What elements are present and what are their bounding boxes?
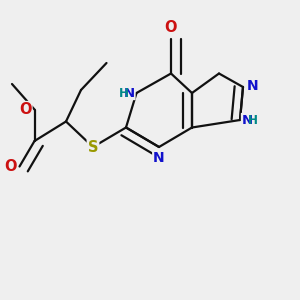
Text: N: N [247, 79, 258, 92]
Text: O: O [4, 159, 16, 174]
Text: N: N [242, 113, 253, 127]
Text: O: O [165, 20, 177, 35]
Text: S: S [88, 140, 98, 154]
Text: H: H [118, 86, 128, 100]
Text: N: N [124, 86, 135, 100]
Text: H: H [248, 113, 258, 127]
Text: N: N [153, 152, 165, 166]
Text: O: O [19, 102, 31, 117]
